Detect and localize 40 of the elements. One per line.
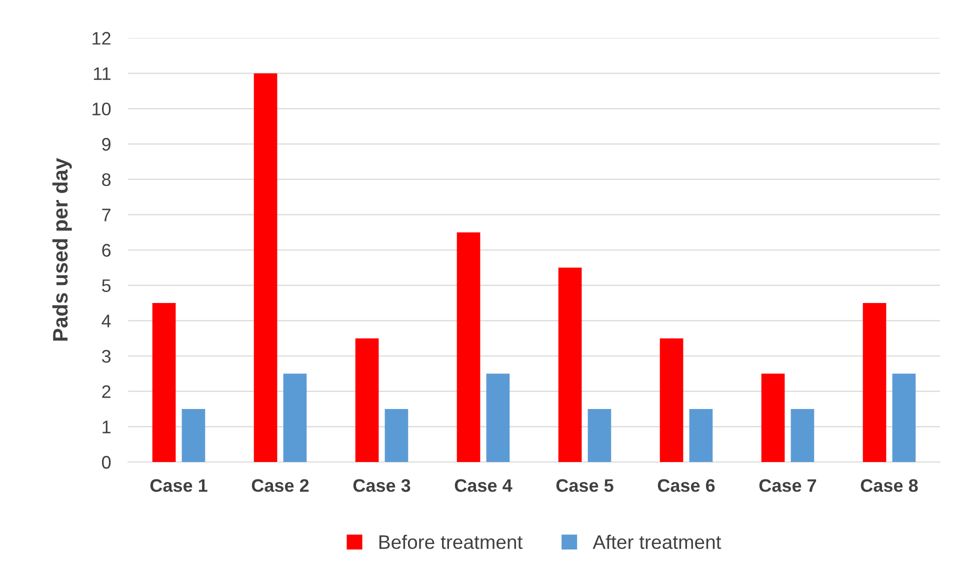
bar bbox=[384, 409, 408, 462]
y-tick-label: 3 bbox=[102, 350, 111, 363]
bar bbox=[588, 409, 612, 462]
y-tick-label: 1 bbox=[102, 420, 110, 434]
bar bbox=[660, 338, 684, 462]
y-tick-label: 6 bbox=[102, 244, 111, 257]
legend-label: After treatment bbox=[592, 534, 722, 550]
bar bbox=[892, 374, 916, 462]
x-tick-label: Case 4 bbox=[454, 479, 512, 492]
bar bbox=[182, 409, 206, 462]
x-tick-label: Case 2 bbox=[252, 479, 309, 492]
bar bbox=[355, 338, 379, 462]
bar bbox=[283, 374, 307, 462]
x-tick-label: Case 1 bbox=[150, 479, 208, 492]
x-tick-label: Case 5 bbox=[556, 479, 614, 492]
y-tick-label: 12 bbox=[92, 32, 110, 45]
legend-label: Before treatment bbox=[379, 534, 523, 550]
bar bbox=[254, 73, 278, 462]
bar bbox=[761, 374, 785, 462]
x-tick-label: Case 8 bbox=[860, 479, 918, 492]
y-tick-label: 2 bbox=[102, 385, 110, 398]
bar bbox=[689, 409, 713, 462]
bar bbox=[486, 374, 510, 462]
y-tick-label: 4 bbox=[102, 314, 111, 328]
bar bbox=[152, 303, 176, 462]
x-tick-label: Case 7 bbox=[759, 479, 816, 492]
y-tick-label: 11 bbox=[94, 67, 110, 80]
bar bbox=[790, 409, 814, 462]
y-tick-label: 0 bbox=[102, 456, 111, 469]
y-tick-label: 8 bbox=[102, 173, 111, 186]
y-tick-label: 9 bbox=[102, 138, 110, 151]
x-tick-label: Case 3 bbox=[353, 479, 410, 492]
bar bbox=[558, 268, 582, 462]
bar bbox=[862, 303, 886, 462]
y-tick-label: 5 bbox=[102, 279, 111, 292]
x-tick-label: Case 6 bbox=[658, 479, 715, 492]
y-tick-label: 10 bbox=[92, 102, 111, 116]
bar bbox=[456, 232, 480, 462]
y-tick-label: 7 bbox=[102, 208, 110, 222]
y-axis-title: Pads used per day bbox=[52, 158, 72, 341]
